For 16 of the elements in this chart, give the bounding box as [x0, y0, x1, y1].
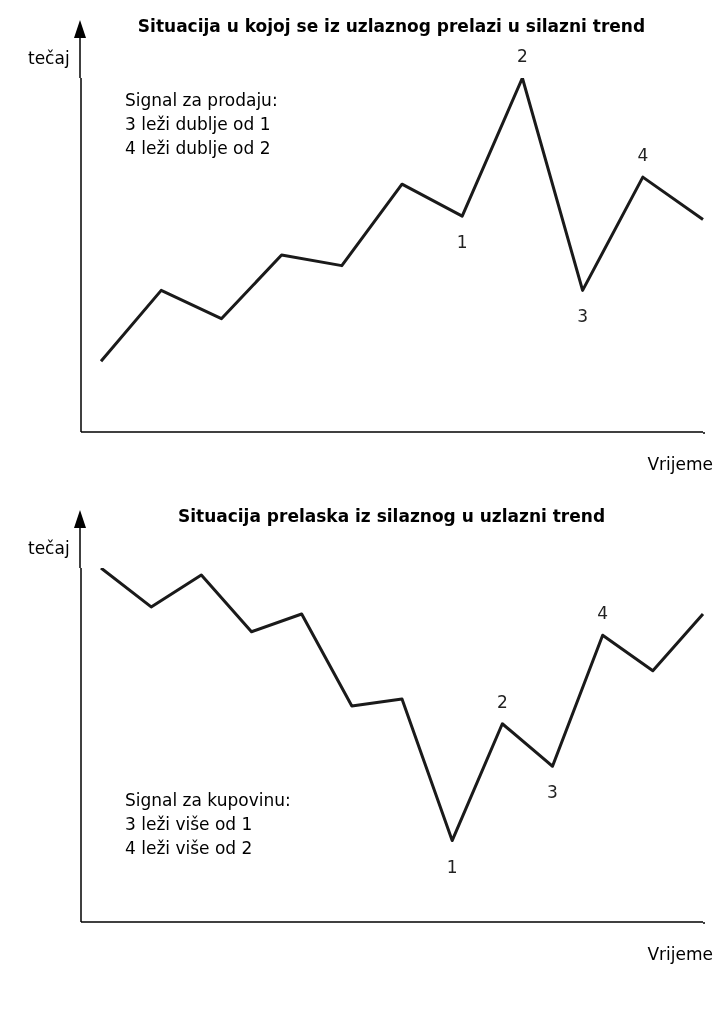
annotation: 4 — [597, 603, 609, 624]
annotation: 1 — [456, 232, 468, 253]
annotation: 3 — [577, 306, 589, 327]
annotation: 4 — [637, 145, 649, 166]
x-axis-title: Vrijeme — [647, 944, 713, 964]
x-axis-title: Vrijeme — [647, 454, 713, 474]
y-axis-title: tečaj — [28, 48, 70, 68]
annotation: 1 — [446, 856, 458, 877]
annotation: Signal za prodaju: 3 leži dublje od 1 4 leži dublje od 2 — [125, 89, 278, 160]
chart-title: Situacija prelaska iz silaznog u uzlazni trend — [176, 506, 607, 526]
y-axis-title: tečaj — [28, 538, 70, 558]
annotation: 2 — [496, 691, 508, 712]
annotation: 2 — [516, 46, 528, 66]
chart-title: Situacija u kojoj se iz uzlaznog prelazi u silazni trend — [136, 16, 647, 36]
annotation: 3 — [547, 782, 558, 803]
annotation: Signal za kupovinu: 3 leži više od 1 4 leži više od 2 — [125, 789, 291, 861]
